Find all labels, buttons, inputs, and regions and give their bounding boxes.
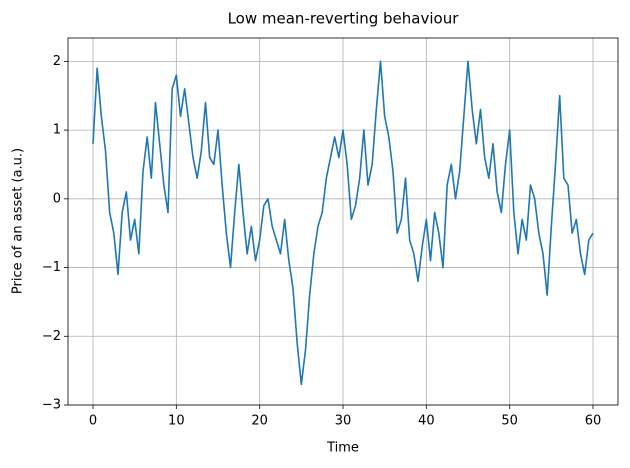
x-tick-label: 10 (168, 414, 185, 429)
x-tick-label: 20 (251, 414, 268, 429)
y-tick-label: −3 (42, 398, 61, 413)
y-tick-label: −2 (42, 329, 61, 344)
y-tick-label: −1 (42, 260, 61, 275)
x-tick-label: 50 (501, 414, 518, 429)
y-tick-label: 1 (53, 123, 61, 138)
chart-title: Low mean-reverting behaviour (228, 10, 460, 28)
plot-frame (67, 37, 619, 406)
x-tick-label: 60 (585, 414, 602, 429)
y-tick-label: 0 (53, 191, 61, 206)
y-tick-label: 2 (53, 54, 61, 69)
x-tick-label: 40 (418, 414, 435, 429)
x-axis-label: Time (326, 441, 359, 456)
x-tick-label: 0 (89, 414, 97, 429)
x-tick-label: 30 (335, 414, 352, 429)
data-line (92, 60, 594, 386)
y-axis-label: Price of an asset (a.u.) (11, 148, 26, 294)
